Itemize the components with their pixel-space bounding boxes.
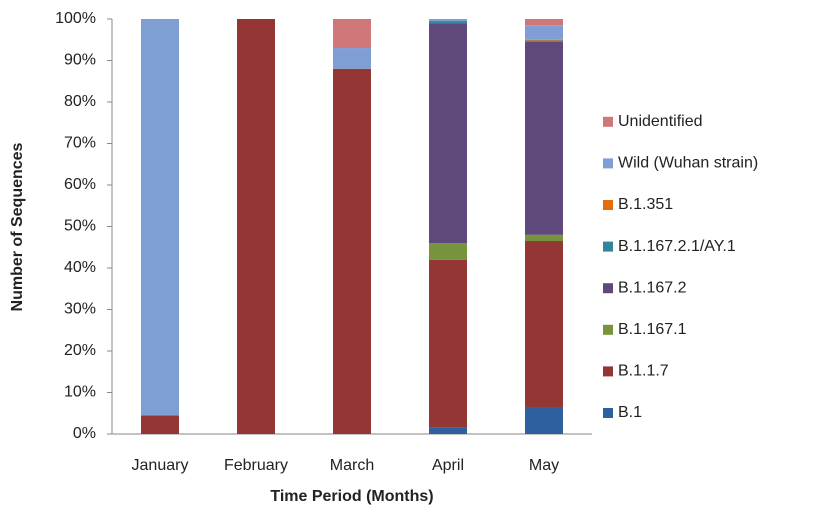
bar-segment: [141, 415, 179, 434]
bar-segment: [525, 234, 563, 242]
legend-label: B.1.167.2: [618, 279, 687, 296]
bar-segment: [141, 19, 179, 416]
y-tick-label: 20%: [64, 342, 96, 359]
bar-segment: [525, 41, 563, 235]
y-tick-label: 10%: [64, 384, 96, 401]
y-tick-label: 90%: [64, 52, 96, 69]
y-tick-label: 30%: [64, 301, 96, 318]
y-tick-label: 70%: [64, 135, 96, 152]
bar-segment: [525, 19, 563, 26]
bar-segment: [525, 40, 563, 42]
x-tick-label: February: [224, 457, 288, 474]
bar-segment: [525, 39, 563, 41]
bar-segment: [333, 48, 371, 69]
x-tick-label: April: [432, 457, 464, 474]
bar-segment: [333, 68, 371, 435]
legend-label: B.1: [618, 404, 642, 421]
legend-swatch: [603, 408, 613, 418]
legend-swatch: [603, 241, 613, 252]
legend-swatch: [603, 366, 613, 377]
y-tick-label: 0%: [73, 425, 96, 442]
x-tick-label: January: [132, 457, 189, 474]
legend-label: B.1.351: [618, 196, 673, 213]
legend-swatch: [603, 283, 613, 294]
y-tick-label: 50%: [64, 218, 96, 235]
bar-segment: [429, 259, 467, 428]
y-tick-label: 40%: [64, 259, 96, 276]
legend-label: B.1.1.7: [618, 363, 669, 380]
bar-segment: [429, 427, 467, 434]
y-tick-label: 60%: [64, 176, 96, 193]
bar-segment: [333, 19, 371, 49]
legend-label: Unidentified: [618, 113, 703, 130]
bar-segment: [237, 19, 275, 434]
y-tick-label: 80%: [64, 93, 96, 110]
legend-label: Wild (Wuhan strain): [618, 155, 758, 172]
x-tick-label: May: [529, 457, 559, 474]
x-axis-title: Time Period (Months): [270, 488, 433, 505]
legend-swatch: [603, 324, 613, 335]
bar-segment: [429, 243, 467, 260]
bar-segment: [525, 25, 563, 40]
legend-label: B.1.167.2.1/AY.1: [618, 238, 736, 255]
legend-swatch: [603, 200, 613, 210]
legend-swatch: [603, 158, 613, 169]
x-tick-label: March: [330, 457, 374, 474]
y-axis-title: Number of Sequences: [9, 142, 26, 311]
bar-segment: [429, 19, 467, 22]
legend-label: B.1.167.1: [618, 321, 687, 338]
bar-segment: [525, 407, 563, 434]
y-tick-label: 100%: [55, 10, 96, 27]
bar-segment: [525, 241, 563, 408]
legend-swatch: [603, 116, 613, 127]
bar-segment: [429, 21, 467, 24]
bar-segment: [429, 23, 467, 244]
